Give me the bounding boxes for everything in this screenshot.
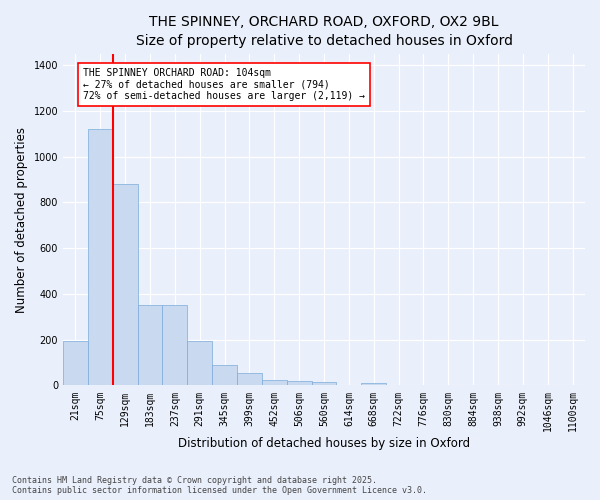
- Bar: [137, 306, 163, 386]
- Bar: [212, 365, 237, 386]
- Bar: [361, 383, 386, 386]
- Bar: [237, 373, 262, 386]
- Title: THE SPINNEY, ORCHARD ROAD, OXFORD, OX2 9BL
Size of property relative to detached: THE SPINNEY, ORCHARD ROAD, OXFORD, OX2 9…: [136, 15, 512, 48]
- Text: THE SPINNEY ORCHARD ROAD: 104sqm
← 27% of detached houses are smaller (794)
72% : THE SPINNEY ORCHARD ROAD: 104sqm ← 27% o…: [83, 68, 365, 101]
- Bar: [262, 380, 287, 386]
- Bar: [113, 184, 137, 386]
- Bar: [311, 382, 337, 386]
- X-axis label: Distribution of detached houses by size in Oxford: Distribution of detached houses by size …: [178, 437, 470, 450]
- Text: Contains HM Land Registry data © Crown copyright and database right 2025.
Contai: Contains HM Land Registry data © Crown c…: [12, 476, 427, 495]
- Bar: [287, 381, 311, 386]
- Bar: [163, 306, 187, 386]
- Bar: [63, 341, 88, 386]
- Bar: [88, 130, 113, 386]
- Y-axis label: Number of detached properties: Number of detached properties: [15, 126, 28, 312]
- Bar: [187, 341, 212, 386]
